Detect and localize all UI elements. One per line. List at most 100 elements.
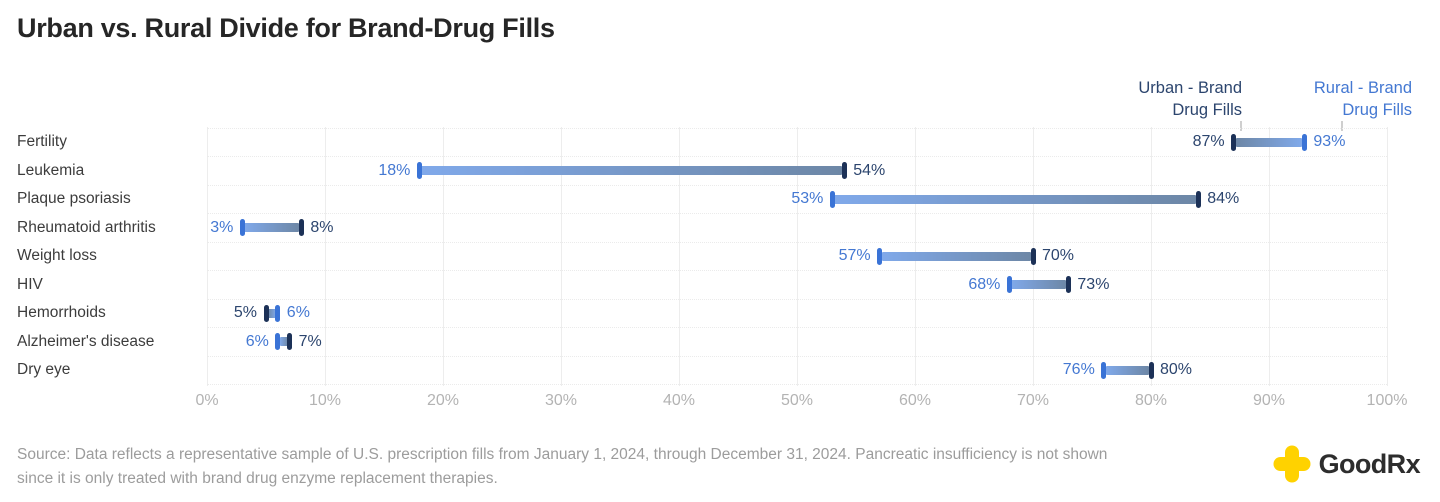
range-band: [244, 223, 300, 232]
range-band: [268, 308, 276, 318]
rural-end-cap: [1101, 361, 1107, 379]
x-axis-tick-label: 20%: [426, 392, 460, 409]
gridline-vertical: [1269, 127, 1270, 386]
urban-end-cap: [298, 219, 304, 236]
category-label: Hemorrhoids: [17, 304, 106, 321]
urban-value-label: 70%: [1042, 247, 1075, 264]
gridline-horizontal: [207, 270, 1387, 272]
gridline-horizontal: [207, 213, 1387, 215]
x-axis-tick-label: 60%: [898, 392, 932, 409]
category-label: Dry eye: [17, 361, 71, 378]
x-axis-tick-label: 90%: [1252, 392, 1286, 409]
gridline-vertical: [443, 127, 444, 386]
rural-end-cap: [275, 333, 281, 350]
gridline-vertical: [797, 127, 798, 386]
legend-rural-leader-tick: [1341, 121, 1343, 131]
rural-value-label: 3%: [210, 218, 234, 236]
urban-end-cap: [1030, 247, 1036, 265]
rural-value-label: 53%: [791, 190, 824, 207]
category-label: Leukemia: [17, 161, 85, 179]
rural-end-cap: [1006, 276, 1012, 293]
range-band: [1105, 365, 1149, 375]
gridline-horizontal: [207, 156, 1387, 158]
legend-urban-line1: Urban - Brand: [1138, 79, 1242, 97]
rural-value-label: 6%: [286, 304, 310, 321]
gridline-horizontal: [207, 184, 1387, 186]
gridline-vertical: [561, 127, 562, 386]
rural-end-cap: [239, 219, 245, 236]
rural-end-cap: [829, 190, 835, 208]
rural-end-cap: [275, 304, 281, 322]
gridline-vertical: [1387, 127, 1388, 386]
legend-urban-line2: Drug Fills: [1172, 101, 1242, 119]
rural-end-cap: [1301, 133, 1307, 151]
gridline-horizontal: [207, 241, 1387, 243]
source-note-line1: Source: Data reflects a representative s…: [17, 446, 1108, 463]
legend-rural-line1: Rural - Brand: [1313, 79, 1412, 97]
urban-value-label: 5%: [233, 304, 257, 321]
x-axis-tick-label: 40%: [662, 392, 696, 409]
gridline-horizontal: [207, 298, 1387, 300]
rural-value-label: 93%: [1313, 133, 1346, 150]
rural-value-label: 18%: [378, 161, 411, 179]
range-band: [279, 337, 288, 346]
x-axis-tick-label: 100%: [1366, 392, 1408, 409]
gridline-horizontal: [207, 127, 1387, 129]
x-axis-tick-label: 10%: [308, 392, 342, 409]
category-label: Alzheimer's disease: [17, 332, 155, 350]
legend-urban-leader-tick: [1240, 121, 1242, 131]
rural-value-label: 6%: [245, 332, 269, 350]
category-label: Weight loss: [17, 247, 97, 264]
urban-value-label: 7%: [298, 332, 322, 350]
urban-end-cap: [1195, 190, 1201, 208]
category-label: HIV: [17, 275, 43, 293]
gridline-horizontal: [207, 355, 1387, 357]
gridline-vertical: [1151, 127, 1152, 386]
x-axis-tick-label: 30%: [544, 392, 578, 409]
urban-end-cap: [841, 162, 847, 179]
source-note-line2: since it is only treated with brand drug…: [17, 470, 498, 487]
urban-end-cap: [1148, 361, 1154, 379]
gridline-vertical: [679, 127, 680, 386]
category-label: Fertility: [17, 133, 67, 150]
range-band: [1235, 137, 1303, 147]
gridline-horizontal: [207, 384, 1387, 386]
range-band: [1011, 280, 1067, 289]
urban-value-label: 87%: [1192, 133, 1225, 150]
rural-value-label: 57%: [838, 247, 871, 264]
urban-value-label: 73%: [1077, 275, 1110, 293]
rural-value-label: 76%: [1062, 361, 1095, 378]
legend-rural: Rural - Brand Drug Fills: [1314, 77, 1412, 121]
urban-value-label: 80%: [1160, 361, 1193, 378]
gridline-vertical: [325, 127, 326, 386]
rural-value-label: 68%: [968, 275, 1001, 293]
category-label: Rheumatoid arthritis: [17, 218, 156, 236]
urban-end-cap: [1065, 276, 1071, 293]
rural-end-cap: [877, 247, 883, 265]
category-label: Plaque psoriasis: [17, 190, 131, 207]
urban-value-label: 84%: [1207, 190, 1240, 207]
goodrx-plus-icon: [1273, 445, 1311, 483]
range-band: [421, 166, 843, 175]
urban-value-label: 8%: [310, 218, 334, 236]
urban-end-cap: [263, 304, 269, 322]
legend-urban: Urban - Brand Drug Fills: [1138, 77, 1242, 121]
x-axis-tick-label: 0%: [195, 392, 219, 409]
range-band: [834, 194, 1197, 204]
chart-title: Urban vs. Rural Divide for Brand-Drug Fi…: [17, 13, 555, 43]
urban-value-label: 54%: [853, 161, 886, 179]
brand-wordmark: GoodRx: [1318, 448, 1421, 479]
source-note: Source: Data reflects a representative s…: [17, 443, 1107, 491]
range-band: [881, 251, 1031, 261]
gridline-vertical: [207, 127, 208, 386]
x-axis-tick-label: 70%: [1016, 392, 1050, 409]
x-axis-tick-label: 80%: [1134, 392, 1168, 409]
rural-end-cap: [416, 162, 422, 179]
brand-logo: GoodRx: [1272, 444, 1421, 484]
urban-end-cap: [1231, 133, 1237, 151]
legend-rural-line2: Drug Fills: [1342, 101, 1412, 119]
x-axis-tick-label: 50%: [780, 392, 814, 409]
gridline-horizontal: [207, 327, 1387, 329]
urban-end-cap: [287, 333, 293, 350]
